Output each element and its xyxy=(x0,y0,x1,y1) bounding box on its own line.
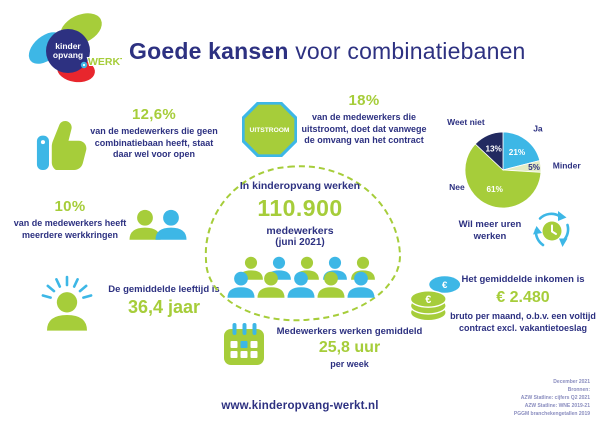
stat-workforce-block: In kinderopvang werken 110.900 medewerke… xyxy=(214,180,386,248)
logo-text-line2: opvang xyxy=(53,50,83,60)
coins-icon: € € xyxy=(409,276,461,322)
workforce-date: (juni 2021) xyxy=(275,237,325,248)
logo-tagline: WERKT! xyxy=(88,56,122,68)
workforce-intro: In kinderopvang werken xyxy=(239,180,361,192)
stat-multi-block: 10% van de medewerkers heeft meerdere we… xyxy=(8,198,132,241)
hours-suffix: per week xyxy=(330,359,369,369)
pie-outer-label: Ja xyxy=(533,124,543,134)
income-value: € 2.480 xyxy=(496,289,550,306)
page-title-bold: Goede kansen xyxy=(129,38,289,64)
euro-symbol-green-coin: € xyxy=(425,294,431,306)
credit-line: AZW Statline: cijfers Q2 2021 xyxy=(520,395,590,401)
logo-circle xyxy=(46,29,90,73)
more-hours-label: Wil meer uren werken xyxy=(458,219,522,243)
thumbs-up-icon xyxy=(36,120,87,170)
sun-person-icon xyxy=(41,275,93,331)
stop-sign-icon: UITSTROOM xyxy=(242,102,297,157)
stat-open-block: 12,6% van de medewerkers die geen combin… xyxy=(88,106,220,161)
income-note: bruto per maand, o.b.v. een voltijd cont… xyxy=(450,311,596,333)
pie-pct-label: 21% xyxy=(509,148,526,157)
stop-sign-label: UITSTROOM xyxy=(250,127,290,134)
pie-outer-label: Nee xyxy=(449,182,465,192)
people-group-icon xyxy=(227,256,375,298)
pie-slice-nee xyxy=(464,143,542,209)
income-label: Het gemiddelde inkomen is xyxy=(461,274,585,285)
pie-outer-label: Weet niet xyxy=(447,117,485,127)
stat-age-label: De gemiddelde leeftijd is xyxy=(108,284,220,295)
website-link[interactable]: www.kinderopvang-werkt.nl xyxy=(221,400,379,412)
kinderopvang-werkt-logo: kinder opvang WERKT! xyxy=(28,13,122,83)
logo-text-line1: kinder xyxy=(55,41,81,51)
pie-slice-ja xyxy=(502,131,541,171)
page-title: Goede kansen voor combinatiebanen xyxy=(129,38,526,65)
pie-slice-weet-niet xyxy=(474,131,504,171)
clock-refresh-icon xyxy=(533,211,570,247)
credit-line: December 2021 xyxy=(553,379,590,385)
stat-open-text: van de medewerkers die geen combinatieba… xyxy=(90,126,218,160)
page-title-rest: voor combinatiebanen xyxy=(288,38,526,64)
stat-age-value: 36,4 jaar xyxy=(127,297,201,317)
stat-outflow-block: 18% van de medewerkers die uitstroomt, d… xyxy=(300,92,428,147)
workforce-value: 110.900 xyxy=(257,195,343,221)
pie-pct-label: 61% xyxy=(487,185,504,194)
stat-multi-text: van de medewerkers heeft meerdere werkkr… xyxy=(13,218,127,240)
stat-multi-pct: 10% xyxy=(54,198,86,215)
credits: December 2021 Bronnen: AZW Statline: cijfe… xyxy=(450,378,590,418)
stat-outflow-pct: 18% xyxy=(348,92,380,109)
stat-income-block: Het gemiddelde inkomen is € 2.480 bruto … xyxy=(448,274,598,334)
pie-pct-label: 13% xyxy=(485,144,502,153)
credit-line: Bronnen: xyxy=(567,387,590,393)
stat-hours-block: Medewerkers werken gemiddeld 25,8 uur pe… xyxy=(262,326,437,369)
stat-outflow-text: van de medewerkers die uitstroomt, doet … xyxy=(301,112,427,146)
workforce-unit: medewerkers xyxy=(266,225,334,237)
credit-line: AZW Statline: WNE 2019-21 xyxy=(524,403,590,409)
hours-value: 25,8 uur xyxy=(318,339,381,356)
pie-chart: 21% Ja 5% Minder 61% Nee 13% Weet niet xyxy=(441,108,581,228)
pie-outer-label: Minder xyxy=(553,161,582,171)
stat-open-pct: 12,6% xyxy=(131,106,177,123)
euro-symbol-blue-coin: € xyxy=(442,280,448,291)
hours-label: Medewerkers werken gemiddeld xyxy=(276,326,423,337)
stat-age-block: De gemiddelde leeftijd is 36,4 jaar xyxy=(98,284,230,318)
two-persons-icon xyxy=(129,209,187,240)
pie-pct-label: 5% xyxy=(528,163,541,172)
credit-line: PGGM branchekengetallen 2019 xyxy=(513,411,590,417)
calendar-icon xyxy=(224,323,264,365)
